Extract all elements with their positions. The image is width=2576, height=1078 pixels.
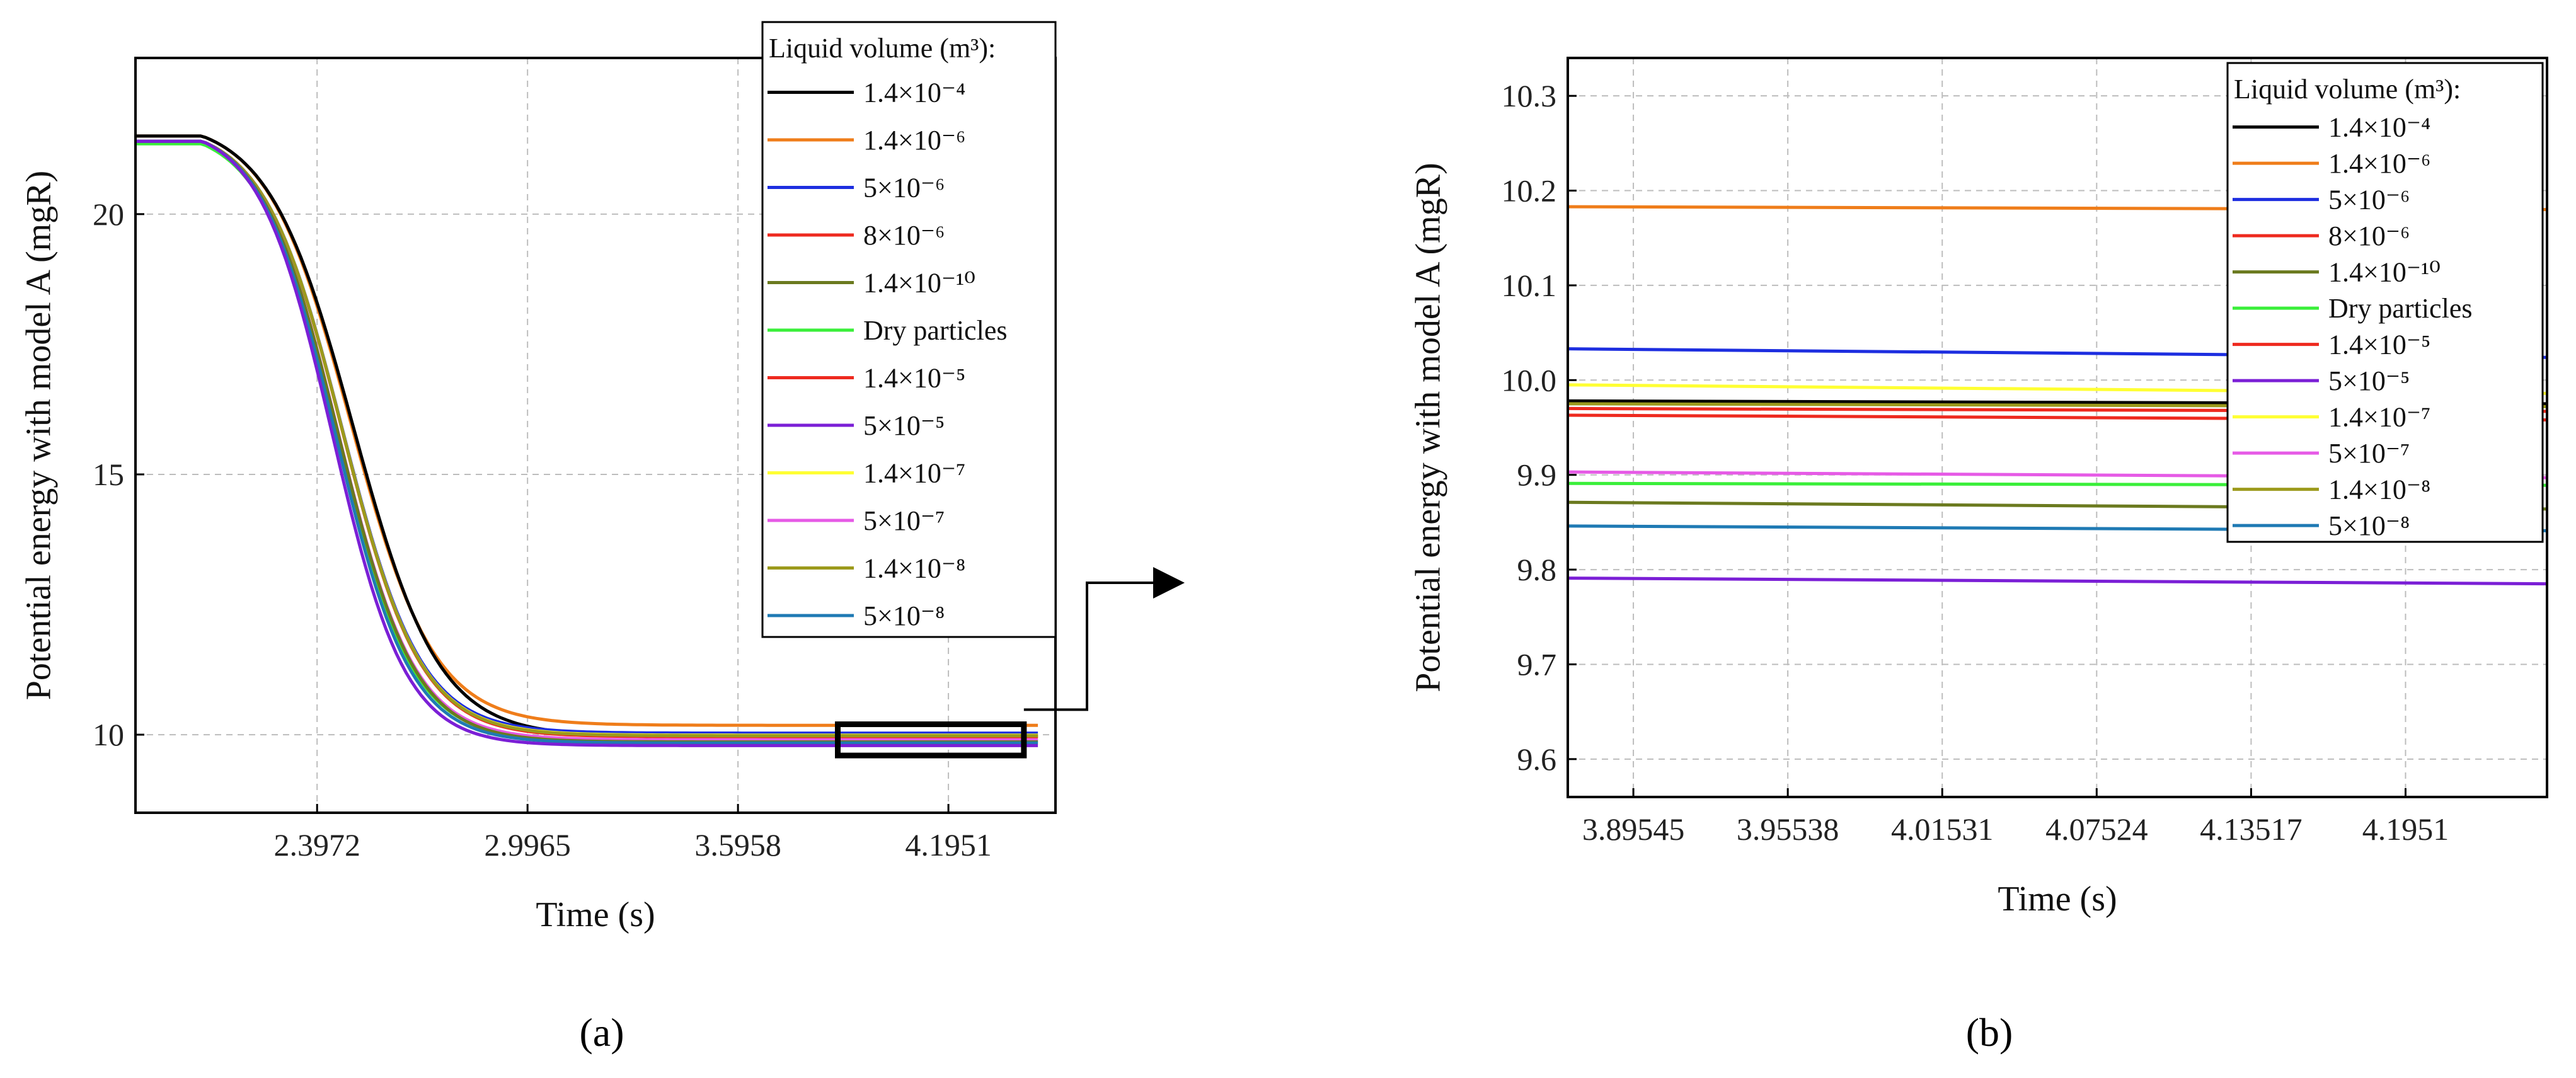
panel-b-grid	[1568, 58, 2547, 797]
panel-b-legend: Liquid volume (m³): 1.4×10⁻⁴ 1.4×10⁻⁶ 5×10⁻…	[2226, 62, 2544, 543]
panel-b-x-tick-label: 4.13517	[2200, 811, 2303, 847]
panel-b-series-line	[1567, 576, 2548, 586]
panel-b: 3.89545 3.95538 4.01531 4.07524 4.13517 4.195…	[1409, 57, 2548, 919]
panel-a-series-line	[135, 139, 1038, 738]
panel-a-ticks: 2.3972 2.9965 3.5958 4.1951 10 15 20	[93, 197, 992, 863]
panel-a-y-tick-label: 15	[93, 457, 124, 492]
panel-a-x-tick-label: 3.5958	[694, 827, 781, 863]
panel-a-x-tick-label: 2.9965	[484, 827, 571, 863]
zoom-box	[835, 721, 1027, 759]
panel-b-legend-label: 1.4×10⁻⁸	[2328, 474, 2430, 505]
panel-a-legend-label: 1.4×10⁻⁷	[863, 458, 965, 489]
panel-b-legend-label: 1.4×10⁻⁷	[2328, 402, 2430, 433]
caption-b: (b)	[1966, 1010, 2013, 1055]
panel-b-legend-label: 5×10⁻⁶	[2328, 185, 2410, 215]
panel-b-legend-label: 5×10⁻⁷	[2328, 438, 2410, 469]
panel-a-series-line	[135, 139, 1038, 747]
panel-a-legend-label: 1.4×10⁻⁶	[863, 125, 965, 156]
panel-b-x-tick-label: 3.95538	[1737, 811, 1839, 847]
panel-a-x-tick-label: 2.3972	[273, 827, 360, 863]
panel-b-legend-label: 5×10⁻⁸	[2328, 510, 2410, 541]
panel-a-legend-label: 1.4×10⁻⁵	[863, 363, 965, 394]
panel-b-legend-label: 1.4×10⁻⁵	[2328, 330, 2430, 360]
panel-b-legend-label: 5×10⁻⁵	[2328, 365, 2410, 396]
panel-b-x-axis-label: Time (s)	[1998, 880, 2117, 919]
panel-b-y-tick-label: 10.2	[1502, 173, 1557, 209]
panel-b-ticks: 3.89545 3.95538 4.01531 4.07524 4.13517 4.195…	[1502, 78, 2449, 847]
panel-a-legend-label: 8×10⁻⁶	[863, 220, 945, 251]
panel-b-y-tick-label: 9.8	[1517, 552, 1557, 587]
panel-b-x-tick-label: 3.89545	[1582, 811, 1685, 847]
panel-b-plot-frame	[1567, 57, 2548, 798]
zoom-connector-arrow	[1023, 567, 1185, 711]
panel-a-legend-label: 1.4×10⁻¹⁰	[863, 268, 975, 299]
panel-a-legend-label: Dry particles	[863, 315, 1007, 346]
panel-a-legend-title: Liquid volume (m³):	[769, 33, 996, 64]
panel-b-legend-label: 1.4×10⁻¹⁰	[2328, 257, 2441, 288]
panel-b-y-tick-label: 9.9	[1517, 457, 1557, 493]
panel-b-x-tick-label: 4.07524	[2045, 811, 2148, 847]
panel-b-legend-label: 1.4×10⁻⁶	[2328, 148, 2430, 179]
panel-b-x-tick-label: 4.1951	[2362, 811, 2449, 847]
panel-b-y-tick-label: 10.0	[1502, 362, 1557, 398]
panel-a-legend: Liquid volume (m³): 1.4×10⁻⁴ 1.4×10⁻⁶ 5×10⁻…	[761, 21, 1057, 638]
panel-a-y-axis-label: Potential energy with model A (mgR)	[20, 171, 59, 700]
panel-a-legend-label: 5×10⁻⁷	[863, 505, 945, 536]
panel-b-legend-box	[2226, 62, 2544, 543]
panel-a-legend-label: 1.4×10⁻⁸	[863, 553, 965, 584]
panel-b-legend-label: 1.4×10⁻⁴	[2328, 112, 2430, 143]
panel-b-y-tick-label: 9.6	[1517, 742, 1557, 777]
panel-b-y-tick-label: 9.7	[1517, 646, 1557, 682]
panel-a-legend-label: 5×10⁻⁶	[863, 173, 945, 204]
panel-b-y-tick-label: 10.1	[1502, 268, 1557, 303]
panel-a-legend-label: 5×10⁻⁵	[863, 410, 945, 441]
panel-a-x-tick-label: 4.1951	[905, 827, 992, 863]
panel-b-legend-title: Liquid volume (m³):	[2234, 74, 2461, 105]
panel-b-x-tick-label: 4.01531	[1891, 811, 1994, 847]
caption-a: (a)	[579, 1010, 624, 1055]
panel-a-series-line	[135, 139, 1038, 745]
panel-a-y-tick-label: 20	[93, 197, 124, 232]
panel-a-legend-label: 5×10⁻⁸	[863, 600, 945, 631]
panel-b-legend-label: 8×10⁻⁶	[2328, 221, 2410, 251]
panel-b-legend-label: Dry particles	[2328, 293, 2472, 324]
panel-a-x-axis-label: Time (s)	[536, 895, 655, 934]
panel-a-legend-label: 1.4×10⁻⁴	[863, 77, 965, 108]
panel-b-y-axis-label: Potential energy with model A (mgR)	[1409, 163, 1448, 692]
panel-b-y-tick-label: 10.3	[1502, 78, 1557, 113]
panel-a-series	[135, 134, 1038, 747]
panel-a-y-tick-label: 10	[93, 717, 124, 752]
